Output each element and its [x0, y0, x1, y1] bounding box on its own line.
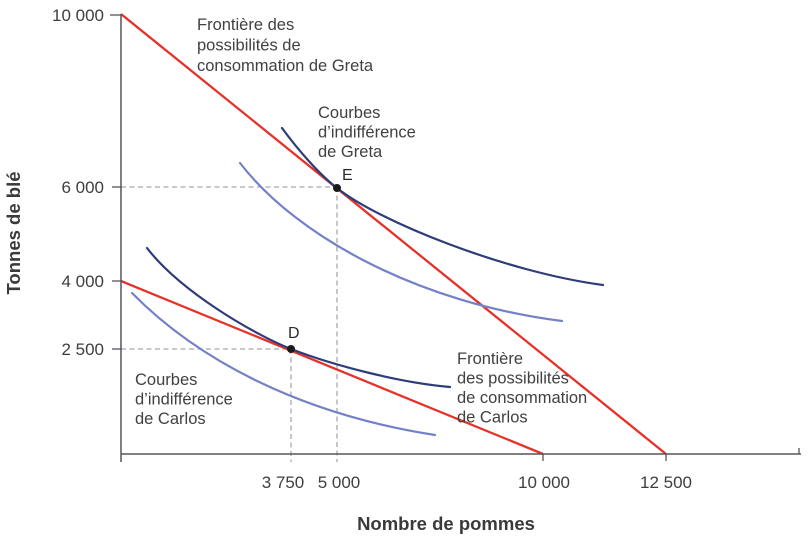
annotation-line: des possibilités [457, 370, 569, 388]
axes [110, 14, 801, 462]
annotation-line: consommation de Greta [197, 57, 374, 75]
y-axis-title: Tonnes de blé [3, 171, 24, 294]
carlos-frontier-line [120, 279, 544, 456]
greta-frontier-line [120, 13, 667, 455]
point-E-label: E [342, 167, 353, 184]
x-tick-label-3750: 3 750 [262, 473, 305, 492]
annotation-line: Frontière des [197, 16, 294, 34]
guide-lines [121, 186, 338, 462]
greta-frontier-annotation: Frontière des possibilités de consommati… [197, 16, 374, 75]
annotation-line: Courbes [135, 371, 197, 389]
annotation-line: de Carlos [457, 409, 528, 427]
y-tick-label-4000: 4 000 [61, 272, 104, 291]
point-E-marker [333, 184, 341, 192]
y-tick-label-2500: 2 500 [61, 340, 104, 359]
x-tick-label-12500: 12 500 [640, 473, 692, 492]
greta-indifference-annotation: Courbes d’indifférence de Greta [318, 104, 420, 161]
point-D-marker [287, 345, 295, 353]
annotation-line: de consommation [457, 389, 587, 407]
annotation-line: de Carlos [135, 410, 206, 428]
y-tick-label-6000: 6 000 [61, 178, 104, 197]
annotation-line: Courbes [318, 104, 380, 122]
carlos-indifference-annotation: Courbes d’indifférence de Carlos [135, 371, 237, 428]
annotation-line: d’indifférence [135, 391, 233, 409]
carlos-indifference-curve-upper [145, 246, 452, 389]
greta-indifference-curve-upper [280, 126, 605, 287]
annotation-line: d’indifférence [318, 124, 416, 142]
carlos-indifference-curve-lower [130, 291, 437, 437]
x-axis-title: Nombre de pommes [357, 513, 535, 534]
point-D-label: D [288, 325, 300, 342]
annotation-line: Frontière [457, 350, 523, 368]
x-tick-label-5000: 5 000 [318, 473, 361, 492]
carlos-frontier-annotation: Frontière des possibilités de consommati… [457, 350, 592, 427]
annotation-line: possibilités de [197, 37, 301, 55]
greta-indifference-curve-lower [238, 161, 564, 323]
annotation-line: de Greta [318, 143, 383, 161]
y-tick-label-10000: 10 000 [52, 6, 104, 25]
x-tick-label-10000: 10 000 [518, 473, 570, 492]
